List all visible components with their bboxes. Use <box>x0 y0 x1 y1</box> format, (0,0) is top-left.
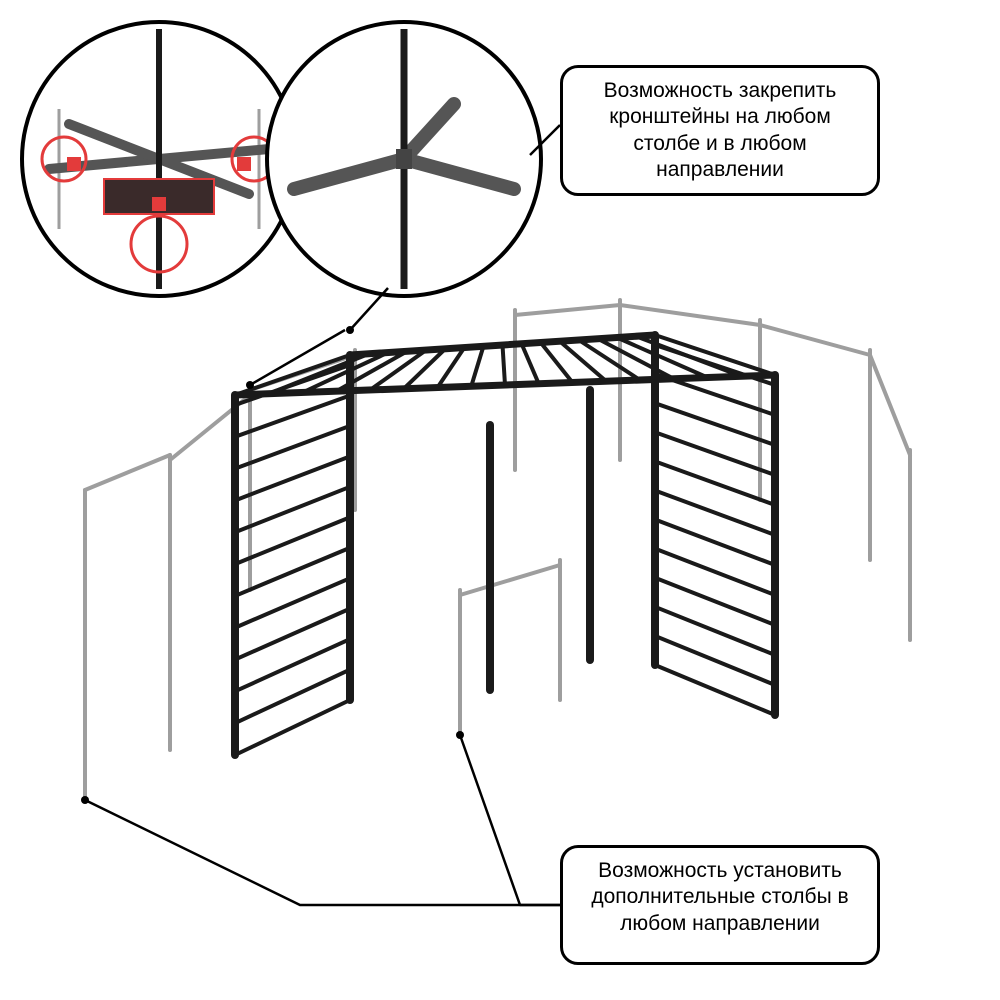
leader-lines <box>0 0 1000 1000</box>
diagram-stage: Возможность закрепить кронштейны на любо… <box>0 0 1000 1000</box>
